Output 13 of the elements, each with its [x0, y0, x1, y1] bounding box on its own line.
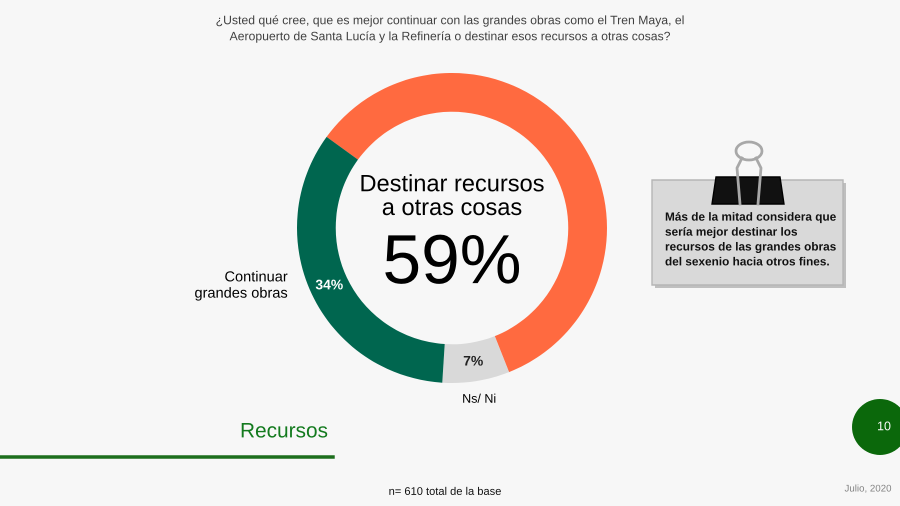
text: Recursos: [242, 423, 328, 438]
data-label: 34%: [316, 280, 343, 290]
slice-label: Ns/ Ni: [463, 394, 496, 403]
donut-slice: [442, 336, 510, 383]
text: Más de la mitad considera que sería mejor destinar los recursos de las grandes obras del sexenio hacia otros fines.: [665, 212, 836, 266]
text: n= 610 total de la base: [389, 486, 501, 495]
text: 10: [878, 422, 890, 430]
data-label: 7%: [464, 356, 483, 366]
slice-label: Destinar recursos a otras cosas: [361, 174, 544, 216]
text: Julio, 2020: [844, 484, 892, 493]
data-label: 59%: [385, 234, 520, 284]
chart-title: ¿Usted qué cree, que es mejor continuar con las grandes obras como el Tren Maya, el Aeropuerto de Santa Lucía y la Refinería o destinar esos recursos a otras cosas?: [216, 15, 684, 43]
slice-label: Continuar grandes obras: [195, 270, 288, 301]
